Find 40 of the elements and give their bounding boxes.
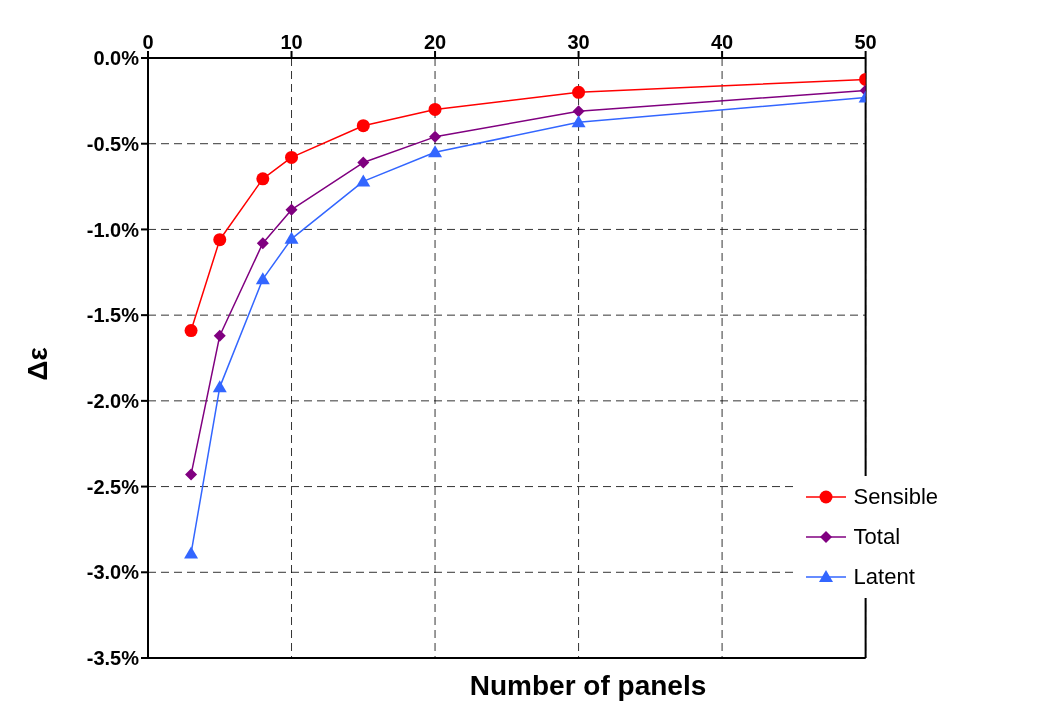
point	[256, 237, 269, 250]
point	[212, 380, 227, 393]
point	[429, 130, 442, 143]
y-tick-label: -2.0%	[86, 389, 140, 412]
x-tick-label: 20	[423, 31, 447, 53]
point	[185, 468, 198, 481]
legend-label: Total	[853, 524, 901, 550]
point	[213, 233, 227, 247]
y-tick-label: -0.5%	[86, 132, 140, 155]
y-tick-label: -1.0%	[86, 218, 140, 241]
point	[356, 119, 370, 133]
y-tick-label: -2.5%	[86, 475, 140, 498]
y-tick-label: -3.5%	[86, 647, 140, 670]
point	[428, 102, 442, 116]
point	[428, 145, 443, 158]
point	[572, 85, 586, 99]
x-tick-label: 50	[854, 31, 877, 53]
legend-label: Latent	[853, 564, 915, 590]
x-tick-label: 10	[280, 31, 303, 53]
point	[284, 231, 299, 244]
point	[285, 150, 299, 164]
x-tick-label: 30	[567, 31, 590, 53]
point	[285, 203, 298, 216]
point	[572, 105, 585, 118]
point	[571, 115, 586, 128]
x-tick-label: 0	[142, 31, 154, 53]
y-tick-label: 0.0%	[93, 47, 140, 70]
point	[184, 546, 199, 559]
point	[357, 156, 370, 169]
x-axis-title: Number of panels	[468, 670, 708, 702]
x-tick-label: 40	[710, 31, 734, 53]
point	[356, 174, 371, 187]
point	[184, 324, 198, 338]
point	[213, 329, 226, 342]
point	[255, 272, 270, 285]
point	[256, 172, 270, 186]
y-axis-title: Δε	[22, 346, 54, 383]
y-tick-label: -1.5%	[86, 304, 140, 327]
y-tick-label: -3.0%	[86, 561, 140, 584]
legend-label: Sensible	[853, 484, 938, 510]
